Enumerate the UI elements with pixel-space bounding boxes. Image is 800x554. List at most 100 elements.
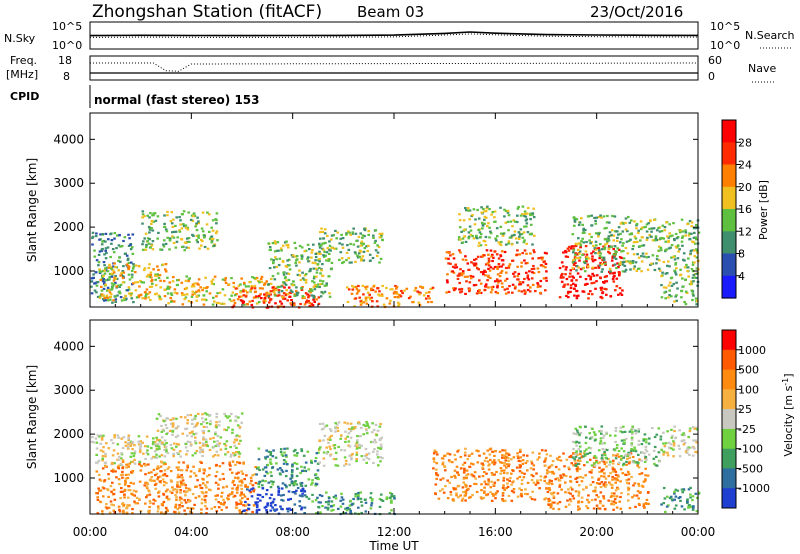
cell-8 [562,452,565,455]
cell-10 [571,275,574,278]
cell-7 [532,468,535,471]
cell-1 [145,496,148,499]
cell-5 [316,496,319,499]
cell-7 [519,448,522,451]
cell-2 [237,450,241,454]
x-tick-label: 00:00 [73,525,108,539]
cell-7 [365,285,369,288]
cell-1 [150,276,153,279]
cell-0 [130,460,133,464]
cell-3 [183,297,186,301]
cell-11 [605,221,609,224]
cell-5 [354,495,357,498]
cell-9 [655,433,659,436]
cell-5 [285,279,288,282]
cell-10 [560,274,563,277]
cell-8 [467,268,470,271]
cell-2 [202,425,206,428]
cell-5 [380,493,383,496]
cell-5 [370,504,373,507]
cell-6 [354,252,358,255]
cell-3 [230,294,233,297]
cell-2 [168,248,171,251]
cell-6 [323,425,327,428]
cell-9 [644,441,648,444]
cell-7 [490,472,494,475]
cell-9 [515,241,519,244]
cell-10 [600,297,604,300]
cell-5 [284,276,287,279]
cell-7 [444,485,447,488]
cell-1 [155,472,159,475]
colorbar-tick-label: 1000 [738,344,766,357]
cell-1 [138,498,141,501]
cell-8 [569,475,572,478]
cell-1 [179,481,183,484]
cell-6 [332,234,335,237]
cell-4 [308,301,311,304]
cell-1 [125,463,128,466]
cell-1 [186,464,189,467]
cell-11 [602,259,606,262]
cell-9 [593,462,596,465]
cell-1 [189,475,192,478]
cell-4 [314,457,318,460]
cell-9 [530,232,533,235]
cell-9 [593,439,597,442]
cell-7 [505,487,508,490]
cell-5 [385,497,388,501]
cell-1 [163,295,167,298]
cell-1 [155,284,158,287]
cell-8 [479,282,483,285]
cell-7 [370,287,373,290]
cell-3 [204,276,207,279]
cell-11 [573,220,577,223]
cell-12 [675,294,678,297]
cell-11 [634,237,638,240]
cell-9 [516,207,520,210]
cell-7 [489,486,493,489]
cell-6 [377,446,380,449]
cell-4 [257,485,261,488]
cell-1 [200,502,204,505]
cell-8 [611,475,614,479]
cell-5 [294,255,297,258]
cell-5 [281,260,285,263]
cell-8 [576,453,579,456]
cell-11 [631,261,635,265]
cell-2 [234,415,238,418]
cell-5 [369,492,373,495]
cell-8 [604,477,608,480]
cell-9 [523,239,526,242]
cell-12 [692,273,696,277]
cell-11 [606,214,609,218]
cell-7 [494,497,497,500]
cell-5 [324,254,327,257]
cell-7 [512,456,516,459]
cell-2 [207,430,211,433]
cell-0 [101,459,104,462]
cell-2 [229,455,233,458]
cell-2 [164,445,168,448]
cell-11 [584,228,587,232]
cell-1 [107,495,110,498]
cell-0 [114,300,117,303]
cell-1 [114,277,118,280]
cell-1 [106,296,109,299]
cell-6 [342,464,346,467]
cell-6 [334,229,337,232]
cell-4 [317,451,320,454]
cell-11 [603,248,606,251]
cell-3 [251,276,254,279]
y-tick-label: 1000 [53,264,84,278]
cell-0 [163,455,167,458]
cell-9 [645,450,649,453]
cell-1 [178,504,181,507]
cell-8 [484,283,488,286]
cell-8 [645,498,649,501]
cell-12 [691,292,695,295]
cell-1 [136,281,140,284]
cell-7 [466,458,470,461]
cell-6 [361,236,364,239]
